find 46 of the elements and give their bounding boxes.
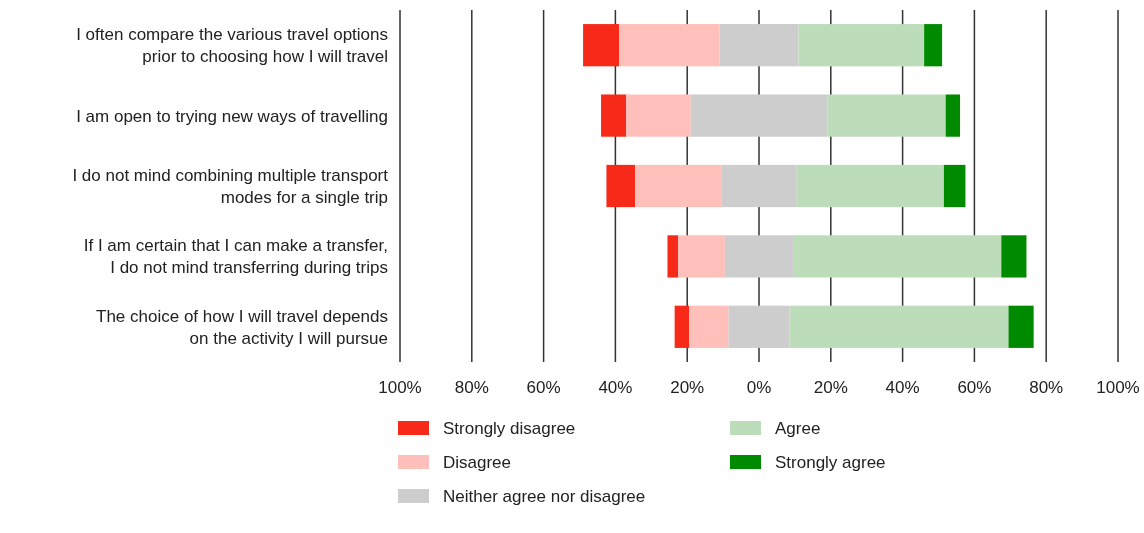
y-tick-label: If I am certain that I can make a transfer, I do not mind transferring during trips: [83, 235, 388, 277]
x-tick-label: 40%: [885, 377, 920, 397]
legend-label: Disagree: [443, 452, 512, 472]
bar: [719, 24, 799, 67]
bar: [689, 305, 729, 348]
x-tick-label: 60%: [957, 377, 992, 397]
x-tick-label: 80%: [1029, 377, 1064, 397]
legend-label: Neither agree nor disagree: [443, 486, 646, 506]
bar: [827, 94, 946, 137]
y-tick-label: I am open to trying new ways of travelling: [76, 106, 388, 126]
bar: [690, 94, 828, 137]
x-tick-label: 80%: [454, 377, 489, 397]
bar: [943, 164, 966, 208]
bar: [924, 24, 943, 67]
bar: [606, 164, 636, 208]
bar: [796, 164, 944, 208]
bar: [674, 305, 689, 348]
bar: [945, 94, 961, 137]
bar: [626, 94, 691, 137]
y-tick-label: I often compare the various travel options prior to choosing how I will travel: [76, 24, 388, 66]
x-tick-label: 20%: [670, 377, 705, 397]
x-tick-label: 100%: [1096, 377, 1140, 397]
legend-label: Strongly disagree: [443, 418, 576, 438]
legend-label: Strongly agree: [775, 452, 886, 472]
y-tick-label: I do not mind combining multiple transport modes for a single trip: [72, 165, 389, 207]
bar: [728, 305, 790, 348]
bar: [793, 235, 1002, 278]
bar: [724, 235, 794, 278]
x-tick-label: 0%: [746, 377, 772, 397]
legend-label: Agree: [775, 418, 821, 438]
x-tick-label: 40%: [598, 377, 633, 397]
x-tick-label: 100%: [378, 377, 422, 397]
bar: [635, 164, 722, 208]
bar: [1008, 305, 1034, 348]
bar: [789, 305, 1009, 348]
bar: [618, 24, 720, 67]
y-tick-label: The choice of how I will travel depends on the activity I will pursue: [96, 306, 388, 348]
x-tick-label: 60%: [526, 377, 561, 397]
bar: [667, 235, 679, 278]
bar: [601, 94, 627, 137]
bar: [1001, 235, 1027, 278]
bar: [798, 24, 925, 67]
bar: [583, 24, 619, 67]
bar: [678, 235, 725, 278]
x-tick-label: 20%: [813, 377, 848, 397]
bar: [721, 164, 797, 208]
